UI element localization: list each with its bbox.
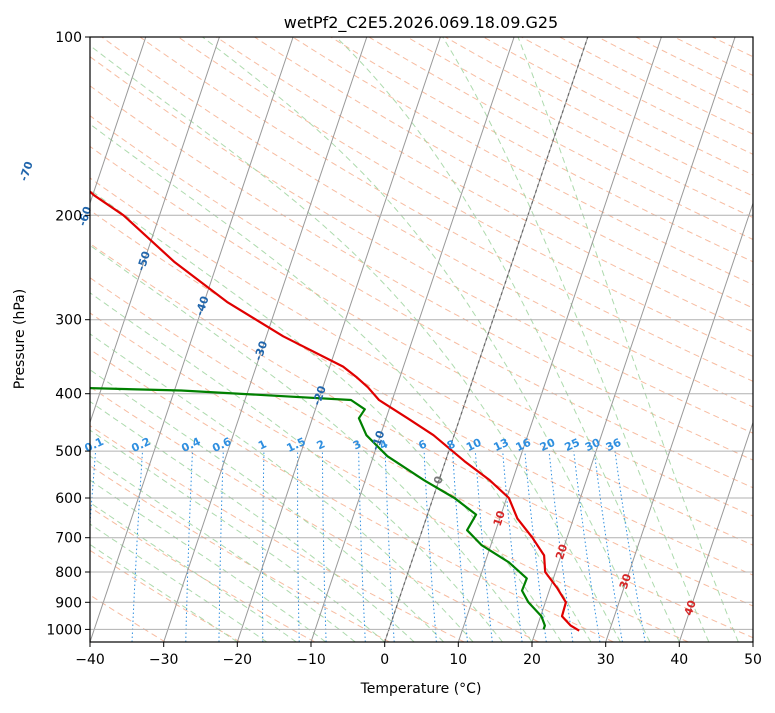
x-tick-label: 10 [449, 652, 467, 668]
x-tick-label: 40 [670, 652, 688, 668]
x-axis-title: Temperature (°C) [360, 681, 482, 697]
chart-title: wetPf2_C2E5.2026.069.18.09.G25 [284, 13, 558, 33]
y-tick-label: 500 [55, 444, 82, 460]
x-tick-label: 0 [380, 652, 389, 668]
y-tick-label: 800 [55, 565, 82, 581]
x-tick-label: 20 [523, 652, 541, 668]
y-tick-label: 600 [55, 491, 82, 507]
x-tick-label: −10 [296, 652, 326, 668]
x-tick-label: −40 [75, 652, 105, 668]
x-tick-label: 50 [744, 652, 762, 668]
x-tick-label: 30 [597, 652, 615, 668]
y-axis-title: Pressure (hPa) [12, 289, 28, 389]
y-tick-label: 900 [55, 595, 82, 611]
x-tick-label: −30 [149, 652, 179, 668]
y-tick-label: 300 [55, 313, 82, 329]
y-tick-label: 400 [55, 387, 82, 403]
y-tick-label: 1000 [46, 622, 82, 638]
y-tick-label: 700 [55, 531, 82, 547]
y-tick-label: 200 [55, 208, 82, 224]
y-tick-label: 100 [55, 30, 82, 46]
x-tick-label: −20 [223, 652, 253, 668]
